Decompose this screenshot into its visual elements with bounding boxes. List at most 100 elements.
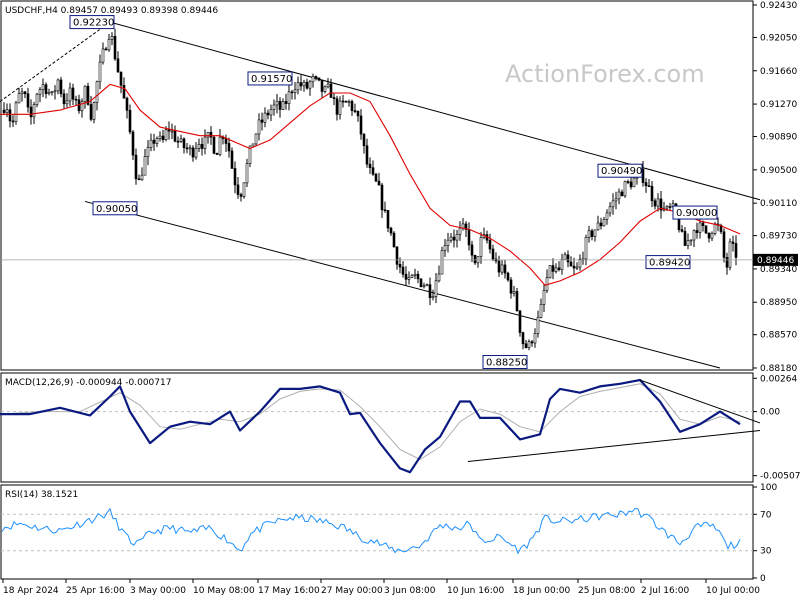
candle: [299, 75, 303, 91]
candle-body: [212, 136, 216, 154]
candle-body: [413, 273, 417, 276]
candle-body: [704, 225, 708, 234]
candle: [344, 100, 348, 103]
candle-body: [539, 304, 543, 318]
candle: [377, 172, 381, 186]
candle-body: [578, 258, 582, 268]
candle: [470, 240, 474, 263]
candle-body: [254, 133, 258, 145]
price-y-tick-label: 0.91660: [760, 67, 797, 77]
candle-body: [374, 173, 378, 182]
candle: [422, 282, 426, 289]
candle-body: [389, 227, 393, 234]
candle: [200, 137, 204, 156]
candle: [386, 210, 390, 233]
candle: [26, 87, 30, 113]
price-y-tick-label: 0.90500: [760, 166, 797, 176]
candle-body: [695, 230, 699, 233]
candle: [38, 87, 42, 103]
candle: [503, 260, 507, 279]
candle: [554, 263, 558, 274]
candle-body: [194, 147, 198, 158]
candle: [542, 284, 546, 312]
candle: [389, 226, 393, 236]
macd-y-tick-label: 0.00264: [760, 374, 797, 384]
candle: [611, 193, 615, 215]
price-y-tick-label: 0.88950: [760, 298, 797, 308]
candle-body: [524, 343, 528, 348]
candle: [368, 157, 372, 174]
candle-body: [26, 93, 30, 108]
candle-body: [89, 104, 93, 120]
candle-body: [509, 279, 513, 294]
candle: [683, 227, 687, 246]
price-annotation: 0.89420: [645, 255, 691, 270]
rsi-y-tick-label: 100: [760, 483, 777, 493]
candle-body: [245, 163, 249, 184]
candle-body: [8, 109, 12, 122]
candle-body: [620, 191, 624, 197]
price-annotation-box: [597, 163, 643, 178]
candle-body: [380, 184, 384, 211]
candle-body: [197, 143, 201, 149]
candle-body: [281, 101, 285, 110]
candle-body: [263, 112, 267, 123]
candle-body: [701, 222, 705, 226]
candle: [689, 239, 693, 246]
candle-body: [407, 277, 411, 280]
candle-body: [71, 87, 75, 100]
candle: [491, 244, 495, 262]
candle-body: [107, 38, 111, 51]
candle-body: [35, 93, 39, 105]
candle: [434, 273, 438, 304]
time-axis: 18 Apr 2024 25 Apr 16:00 3 May 00:00 10 May…: [2, 579, 760, 596]
candle-body: [401, 266, 405, 275]
candle-body: [650, 185, 654, 202]
candle-body: [653, 200, 657, 207]
candle-body: [647, 185, 651, 188]
time-tick-label: 3 Jun 08:00: [384, 586, 436, 596]
candle-body: [164, 129, 168, 141]
candle: [557, 261, 561, 272]
candle: [179, 134, 183, 144]
candle-body: [23, 91, 27, 95]
candle-body: [536, 316, 540, 334]
candle-body: [95, 81, 99, 103]
candle: [623, 180, 627, 198]
candle-body: [152, 139, 156, 144]
time-tick-label: 18 Apr 2024: [3, 586, 59, 596]
candle: [155, 136, 159, 147]
candle-body: [143, 156, 147, 176]
candle-body: [557, 267, 561, 271]
candle-body: [449, 236, 453, 241]
candle: [239, 192, 243, 202]
rsi-line: [1, 507, 741, 555]
candle-body: [275, 100, 279, 106]
candle-body: [383, 209, 387, 212]
price-y-tick-label: 0.92050: [760, 33, 797, 43]
candle-body: [92, 102, 96, 120]
candle: [281, 98, 285, 111]
candle-body: [341, 100, 345, 103]
candle: [356, 110, 360, 122]
candle: [509, 277, 513, 299]
candle: [329, 78, 333, 98]
candle-body: [431, 296, 435, 298]
candle: [533, 328, 537, 348]
candle: [497, 255, 501, 277]
candle: [488, 233, 492, 254]
time-tick-label: 25 Jun 08:00: [578, 586, 635, 596]
candle-body: [668, 206, 672, 208]
candle-body: [623, 181, 627, 197]
candle-body: [326, 83, 330, 88]
candle: [608, 202, 612, 217]
candle: [650, 180, 654, 208]
candle-body: [611, 200, 615, 208]
candle: [686, 233, 690, 250]
candle: [530, 339, 534, 347]
price-annotation-box: [482, 355, 528, 370]
candle-body: [167, 129, 171, 132]
candle-body: [41, 84, 45, 90]
candle-body: [686, 240, 690, 246]
rsi-y-tick-label: 0: [760, 574, 766, 584]
